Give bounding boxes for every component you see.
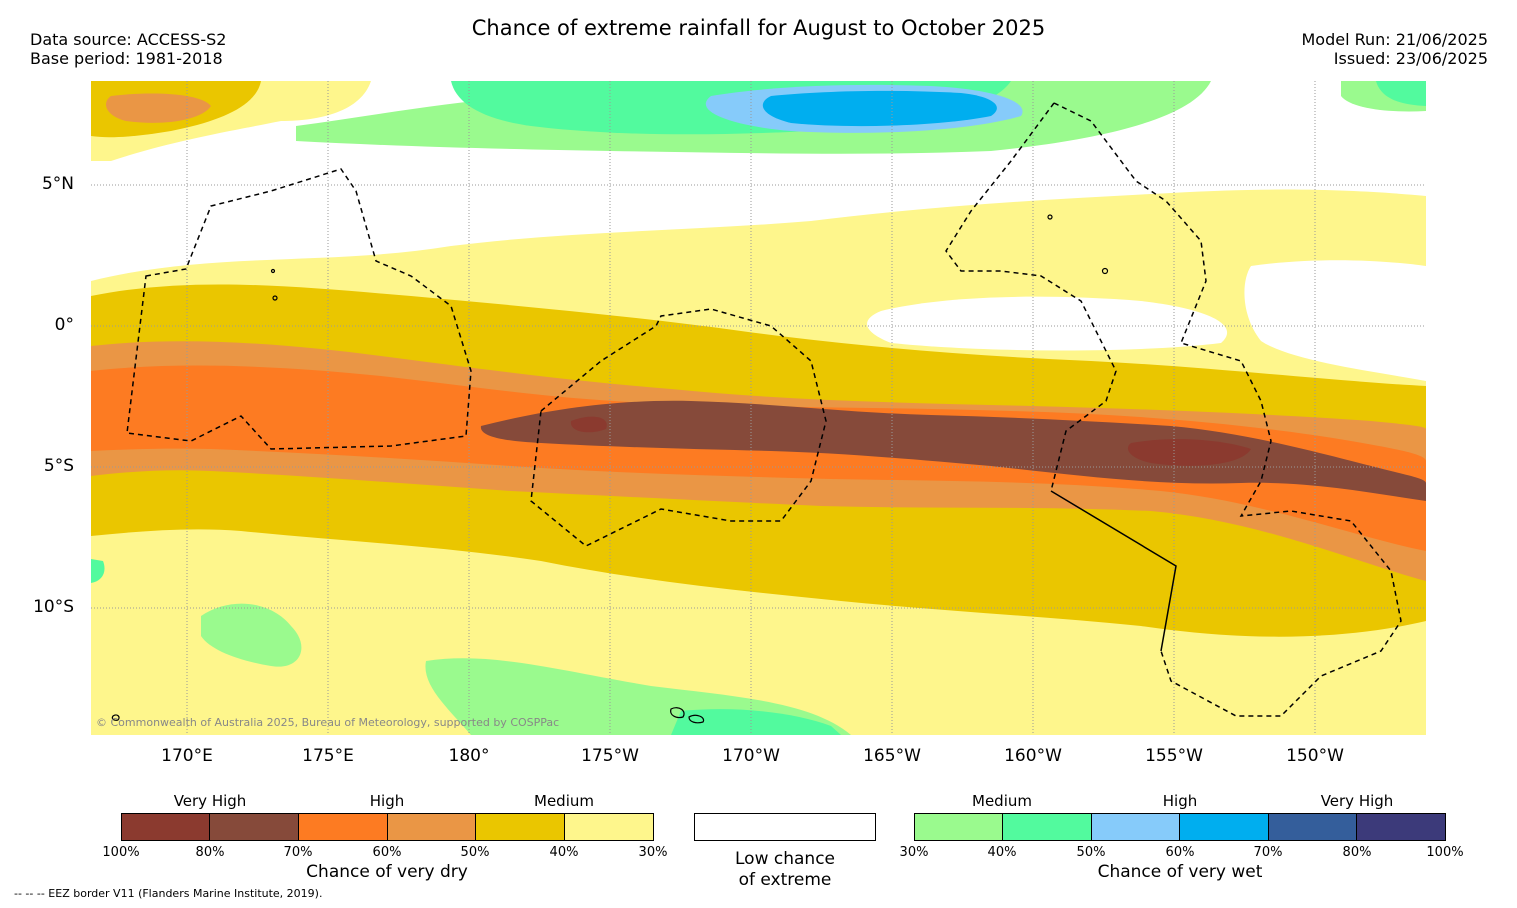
lon-label-180: 180° <box>448 746 490 766</box>
islands <box>111 214 1109 724</box>
eez-border-kiribati-gilbert <box>126 168 472 450</box>
dry-high-band-orange <box>91 365 1426 551</box>
wet-tick-80: 80% <box>1342 845 1372 860</box>
dry-category-very-high: Very High <box>173 792 247 810</box>
wet-category-high: High <box>1162 792 1198 810</box>
wet-swatch-30-40 <box>914 813 1003 841</box>
low-chance-swatch <box>694 813 876 841</box>
dry-tick-60: 60% <box>372 845 402 860</box>
lat-label-0: 0° <box>54 315 74 335</box>
wet-medium-left-edge <box>91 559 105 583</box>
data-source: Data source: ACCESS-S2 <box>30 30 227 49</box>
base-period: Base period: 1981-2018 <box>30 49 223 68</box>
eez-border-kiribati-phoenix <box>530 308 827 547</box>
dry-swatch-100-80 <box>121 813 210 841</box>
graticule <box>91 81 1426 735</box>
low-chance-gap-2 <box>1244 260 1426 381</box>
wet-tick-60: 60% <box>1165 845 1195 860</box>
wet-high-top-core <box>762 90 997 127</box>
wet-tick-40: 40% <box>987 845 1017 860</box>
eez-borders <box>126 102 1402 717</box>
lon-label-175e: 175°E <box>302 746 354 766</box>
dry-swatch-70-60 <box>298 813 388 841</box>
dry-swatch-40-30 <box>564 813 654 841</box>
dry-tick-100: 100% <box>102 845 140 860</box>
lon-label-165w: 165°W <box>863 746 921 766</box>
eez-border-kiribati-line-north <box>945 102 1117 492</box>
dry-legend-title: Chance of very dry <box>306 862 468 882</box>
lon-label-160w: 160°W <box>1004 746 1062 766</box>
wet-swatch-70-80 <box>1268 813 1357 841</box>
dry-swatch-80-70 <box>209 813 299 841</box>
wet-category-very-high: Very High <box>1320 792 1394 810</box>
low-chance-gap-1 <box>867 296 1228 351</box>
dry-swatch-50-40 <box>475 813 565 841</box>
eez-border-kiribati-line <box>1053 102 1402 717</box>
wet-legend-title: Chance of very wet <box>1097 862 1263 882</box>
wet-tick-50: 50% <box>1076 845 1106 860</box>
lon-label-150w: 150°W <box>1286 746 1344 766</box>
wet-medium-bottom-core <box>671 709 841 735</box>
wet-high-topright <box>1376 81 1426 106</box>
low-chance-line-2: of extreme <box>738 870 832 890</box>
issued-date: Issued: 23/06/2025 <box>1333 49 1488 68</box>
wet-swatch-50-60 <box>1091 813 1180 841</box>
wet-tick-30: 30% <box>899 845 929 860</box>
dry-category-high: High <box>369 792 405 810</box>
lon-label-155w: 155°W <box>1145 746 1203 766</box>
wet-swatch-40-50 <box>1002 813 1092 841</box>
lon-label-170e: 170°E <box>161 746 213 766</box>
wet-swatch-80-100 <box>1356 813 1446 841</box>
lat-label-5s: 5°S <box>43 456 74 476</box>
island-wallis <box>111 714 120 721</box>
dry-very-high-band <box>480 400 1426 501</box>
wet-medium-left-south <box>201 603 302 667</box>
lon-label-170w: 170°W <box>722 746 780 766</box>
wet-swatch-60-70 <box>1179 813 1269 841</box>
dry-swatch-60-50 <box>387 813 476 841</box>
dry-category-medium: Medium <box>534 792 594 810</box>
dry-tick-40: 40% <box>549 845 579 860</box>
dry-very-high-core-1 <box>570 416 607 433</box>
map-title: Chance of extreme rainfall for August to… <box>471 16 1046 40</box>
lat-label-5n: 5°N <box>41 174 74 194</box>
copyright-notice: © Commonwealth of Australia 2025, Bureau… <box>96 716 560 729</box>
lat-label-10s: 10°S <box>33 597 74 617</box>
low-chance-line-1: Low chance <box>735 849 835 869</box>
dry-tick-50: 50% <box>460 845 490 860</box>
maritime-boundary-solid <box>1050 490 1177 652</box>
dry-very-high-core-2 <box>1127 439 1251 466</box>
wet-tick-70: 70% <box>1253 845 1283 860</box>
lon-label-175w: 175°W <box>581 746 639 766</box>
dry-tick-30: 30% <box>638 845 668 860</box>
model-run: Model Run: 21/06/2025 <box>1301 30 1489 49</box>
dry-tick-70: 70% <box>283 845 313 860</box>
island-samoa <box>670 707 685 719</box>
island-samoa-2 <box>688 714 705 724</box>
wet-tick-100: 100% <box>1426 845 1464 860</box>
eez-footnote: -- -- -- EEZ border V11 (Flanders Marine… <box>14 887 323 900</box>
rainfall-map <box>91 81 1426 735</box>
dry-tick-80: 80% <box>195 845 225 860</box>
wet-category-medium: Medium <box>972 792 1032 810</box>
dry-high-upper-left <box>106 93 211 123</box>
